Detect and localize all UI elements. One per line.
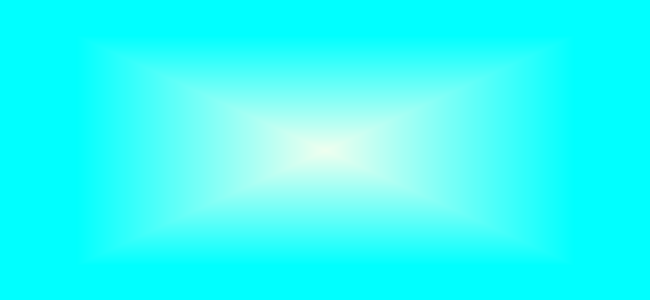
Bar [222, 82, 471, 275]
Text: City-Data.com: City-Data.com [482, 51, 567, 64]
Title: Owners and renters by unit type in zip code 57792: Owners and renters by unit type in zip c… [68, 7, 625, 26]
